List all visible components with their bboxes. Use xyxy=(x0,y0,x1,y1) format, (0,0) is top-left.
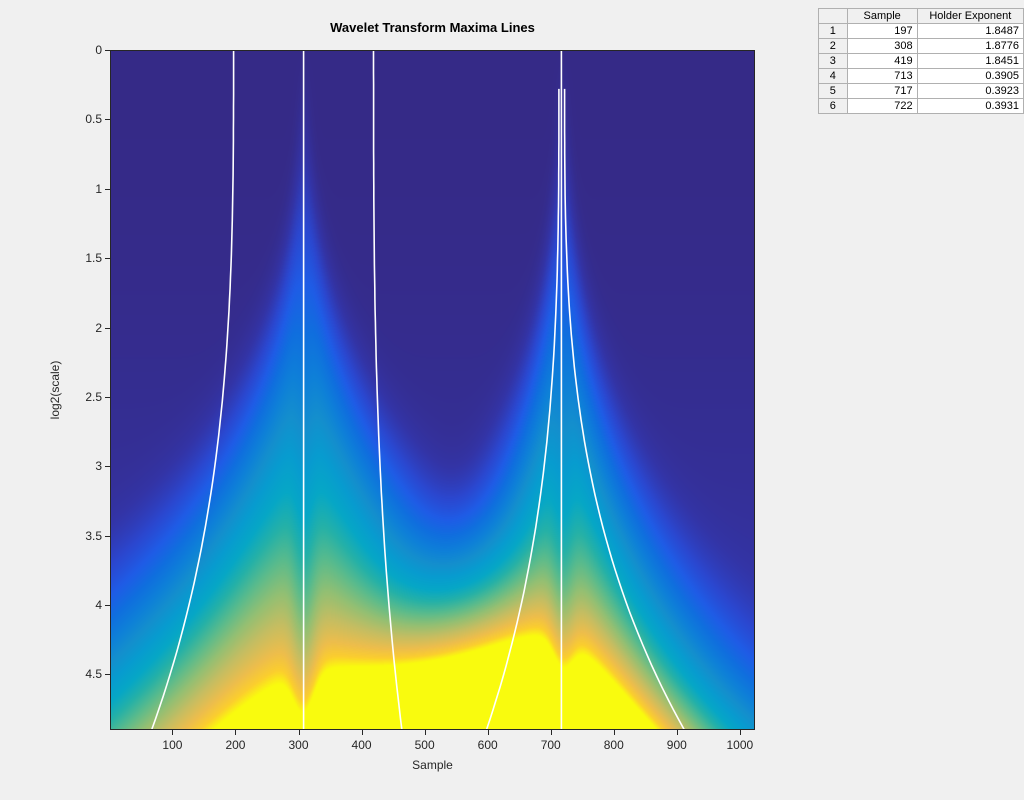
holder-exponent-table: SampleHolder Exponent 11971.848723081.87… xyxy=(818,8,1024,114)
x-tick-mark xyxy=(235,730,236,735)
table-cell: 419 xyxy=(847,54,917,69)
table-cell: 717 xyxy=(847,84,917,99)
y-tick-mark xyxy=(105,328,110,329)
x-tick-label: 700 xyxy=(541,738,561,752)
y-tick-mark xyxy=(105,258,110,259)
x-tick-mark xyxy=(425,730,426,735)
x-tick-label: 1000 xyxy=(727,738,754,752)
y-tick-mark xyxy=(105,397,110,398)
y-axis-label: log2(scale) xyxy=(48,361,62,420)
y-tick-label: 4.5 xyxy=(78,667,102,681)
table-row-index: 1 xyxy=(819,24,848,39)
y-tick-mark xyxy=(105,536,110,537)
x-tick-label: 600 xyxy=(478,738,498,752)
figure-container: Wavelet Transform Maxima Lines Sample lo… xyxy=(0,0,1024,800)
x-tick-label: 500 xyxy=(415,738,435,752)
table-row: 34191.8451 xyxy=(819,54,1024,69)
table-cell: 0.3931 xyxy=(917,99,1023,114)
y-tick-label: 2 xyxy=(78,321,102,335)
y-tick-mark xyxy=(105,674,110,675)
y-tick-label: 0 xyxy=(78,43,102,57)
table-row: 67220.3931 xyxy=(819,99,1024,114)
y-tick-label: 3.5 xyxy=(78,529,102,543)
y-tick-label: 0.5 xyxy=(78,112,102,126)
x-tick-mark xyxy=(614,730,615,735)
table-column-header: Sample xyxy=(847,9,917,24)
table-cell: 1.8776 xyxy=(917,39,1023,54)
x-tick-mark xyxy=(551,730,552,735)
heatmap-canvas xyxy=(110,50,755,730)
table-column-header: Holder Exponent xyxy=(917,9,1023,24)
table-cell: 722 xyxy=(847,99,917,114)
table-cell: 713 xyxy=(847,69,917,84)
x-tick-label: 900 xyxy=(667,738,687,752)
table-cell: 308 xyxy=(847,39,917,54)
x-tick-mark xyxy=(362,730,363,735)
table-cell: 197 xyxy=(847,24,917,39)
table-row: 23081.8776 xyxy=(819,39,1024,54)
x-tick-label: 100 xyxy=(162,738,182,752)
table-row-index: 4 xyxy=(819,69,848,84)
table-row-index: 3 xyxy=(819,54,848,69)
table-cell: 0.3905 xyxy=(917,69,1023,84)
x-tick-label: 400 xyxy=(352,738,372,752)
y-tick-mark xyxy=(105,605,110,606)
x-axis-label: Sample xyxy=(412,758,453,772)
x-tick-label: 200 xyxy=(225,738,245,752)
table-row-index: 5 xyxy=(819,84,848,99)
y-tick-mark xyxy=(105,466,110,467)
y-tick-label: 2.5 xyxy=(78,390,102,404)
x-tick-label: 300 xyxy=(289,738,309,752)
table-cell: 0.3923 xyxy=(917,84,1023,99)
table-corner-cell xyxy=(819,9,848,24)
y-tick-label: 1.5 xyxy=(78,251,102,265)
y-tick-mark xyxy=(105,119,110,120)
x-tick-mark xyxy=(172,730,173,735)
y-tick-label: 1 xyxy=(78,182,102,196)
table-row: 11971.8487 xyxy=(819,24,1024,39)
x-tick-label: 800 xyxy=(604,738,624,752)
y-tick-label: 4 xyxy=(78,598,102,612)
x-tick-mark xyxy=(488,730,489,735)
table-cell: 1.8451 xyxy=(917,54,1023,69)
x-tick-mark xyxy=(299,730,300,735)
y-tick-mark xyxy=(105,50,110,51)
y-tick-mark xyxy=(105,189,110,190)
table-row: 57170.3923 xyxy=(819,84,1024,99)
table-row: 47130.3905 xyxy=(819,69,1024,84)
chart-plot-area xyxy=(110,50,755,730)
x-tick-mark xyxy=(740,730,741,735)
y-tick-label: 3 xyxy=(78,459,102,473)
table-row-index: 6 xyxy=(819,99,848,114)
table-cell: 1.8487 xyxy=(917,24,1023,39)
x-tick-mark xyxy=(677,730,678,735)
chart-title: Wavelet Transform Maxima Lines xyxy=(110,20,755,35)
table-row-index: 2 xyxy=(819,39,848,54)
